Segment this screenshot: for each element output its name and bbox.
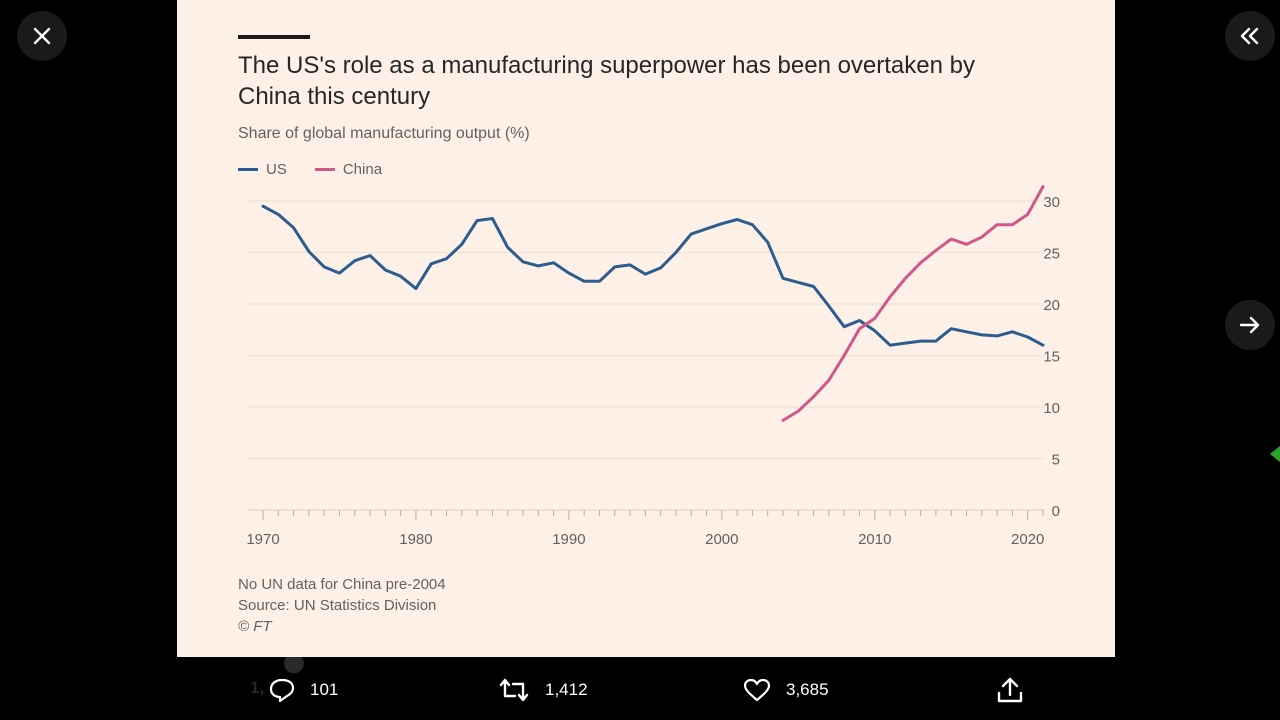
reply-button[interactable]: 101 — [268, 670, 338, 710]
reply-count: 101 — [310, 680, 339, 699]
retweet-icon — [499, 678, 529, 702]
note-source: Source: UN Statistics Division — [238, 597, 437, 614]
background-sidebar: ✦ ⌂ ⌕ ♫ ✉ ⚇ ✓ ☺ ◌ ● — [135, 0, 307, 720]
tweet-actions: 101 1,412 3,685 — [0, 670, 1280, 710]
close-button[interactable] — [17, 11, 67, 61]
y-tick-label: 10 — [1043, 400, 1060, 417]
legend-swatch-us — [238, 168, 258, 171]
like-count: 3,685 — [786, 680, 829, 699]
x-tick-label: 1970 — [246, 531, 279, 548]
x-tick-label: 1980 — [399, 531, 432, 548]
chart-title: The US's role as a manufacturing superpo… — [238, 52, 975, 110]
y-tick-label: 20 — [1043, 297, 1060, 314]
collapse-panel-button[interactable] — [1225, 11, 1275, 61]
arrow-right-icon — [1239, 316, 1260, 334]
x-tick-label: 2020 — [1011, 531, 1044, 548]
y-tick-label: 0 — [1052, 503, 1060, 520]
close-icon — [33, 27, 51, 45]
title-rule — [238, 35, 310, 39]
chart-legend: US China — [238, 161, 382, 178]
legend-swatch-china — [314, 168, 335, 171]
retweet-count: 1,412 — [545, 680, 588, 699]
double-chevron-left-icon — [1240, 27, 1259, 45]
reply-icon — [269, 678, 295, 703]
legend-item-us: US — [238, 161, 287, 178]
chart-subtitle: Share of global manufacturing output (%) — [238, 125, 530, 142]
line-chart: 0 5 10 15 20 25 30 1970 1980 1990 2000 2010 2020 — [246, 185, 1060, 548]
series-line-china — [781, 185, 1045, 422]
x-tick-label: 1990 — [552, 531, 585, 548]
note-no-data: No UN data for China pre-2004 — [238, 576, 446, 593]
ghost-text: 1, — [250, 678, 265, 697]
heart-icon — [743, 678, 771, 702]
share-icon — [997, 677, 1023, 703]
next-image-button[interactable] — [1225, 300, 1275, 350]
like-button[interactable]: 3,685 — [742, 670, 829, 710]
y-tick-label: 30 — [1043, 194, 1060, 211]
retweet-button[interactable]: 1,412 — [497, 670, 588, 710]
edge-handle-icon — [1270, 446, 1280, 462]
chart-image: The US's role as a manufacturing superpo… — [177, 0, 1115, 657]
x-tick-label: 2000 — [705, 531, 738, 548]
y-tick-label: 15 — [1043, 349, 1060, 366]
x-tick-label: 2010 — [858, 531, 891, 548]
legend-label-us: US — [266, 161, 287, 178]
share-button[interactable] — [995, 670, 1025, 710]
note-copyright: © FT — [238, 618, 272, 635]
legend-label-china: China — [342, 161, 383, 178]
y-tick-label: 25 — [1043, 246, 1060, 263]
series-line-us — [261, 204, 1045, 347]
y-tick-label: 5 — [1052, 452, 1060, 469]
legend-item-china: China — [314, 161, 383, 178]
